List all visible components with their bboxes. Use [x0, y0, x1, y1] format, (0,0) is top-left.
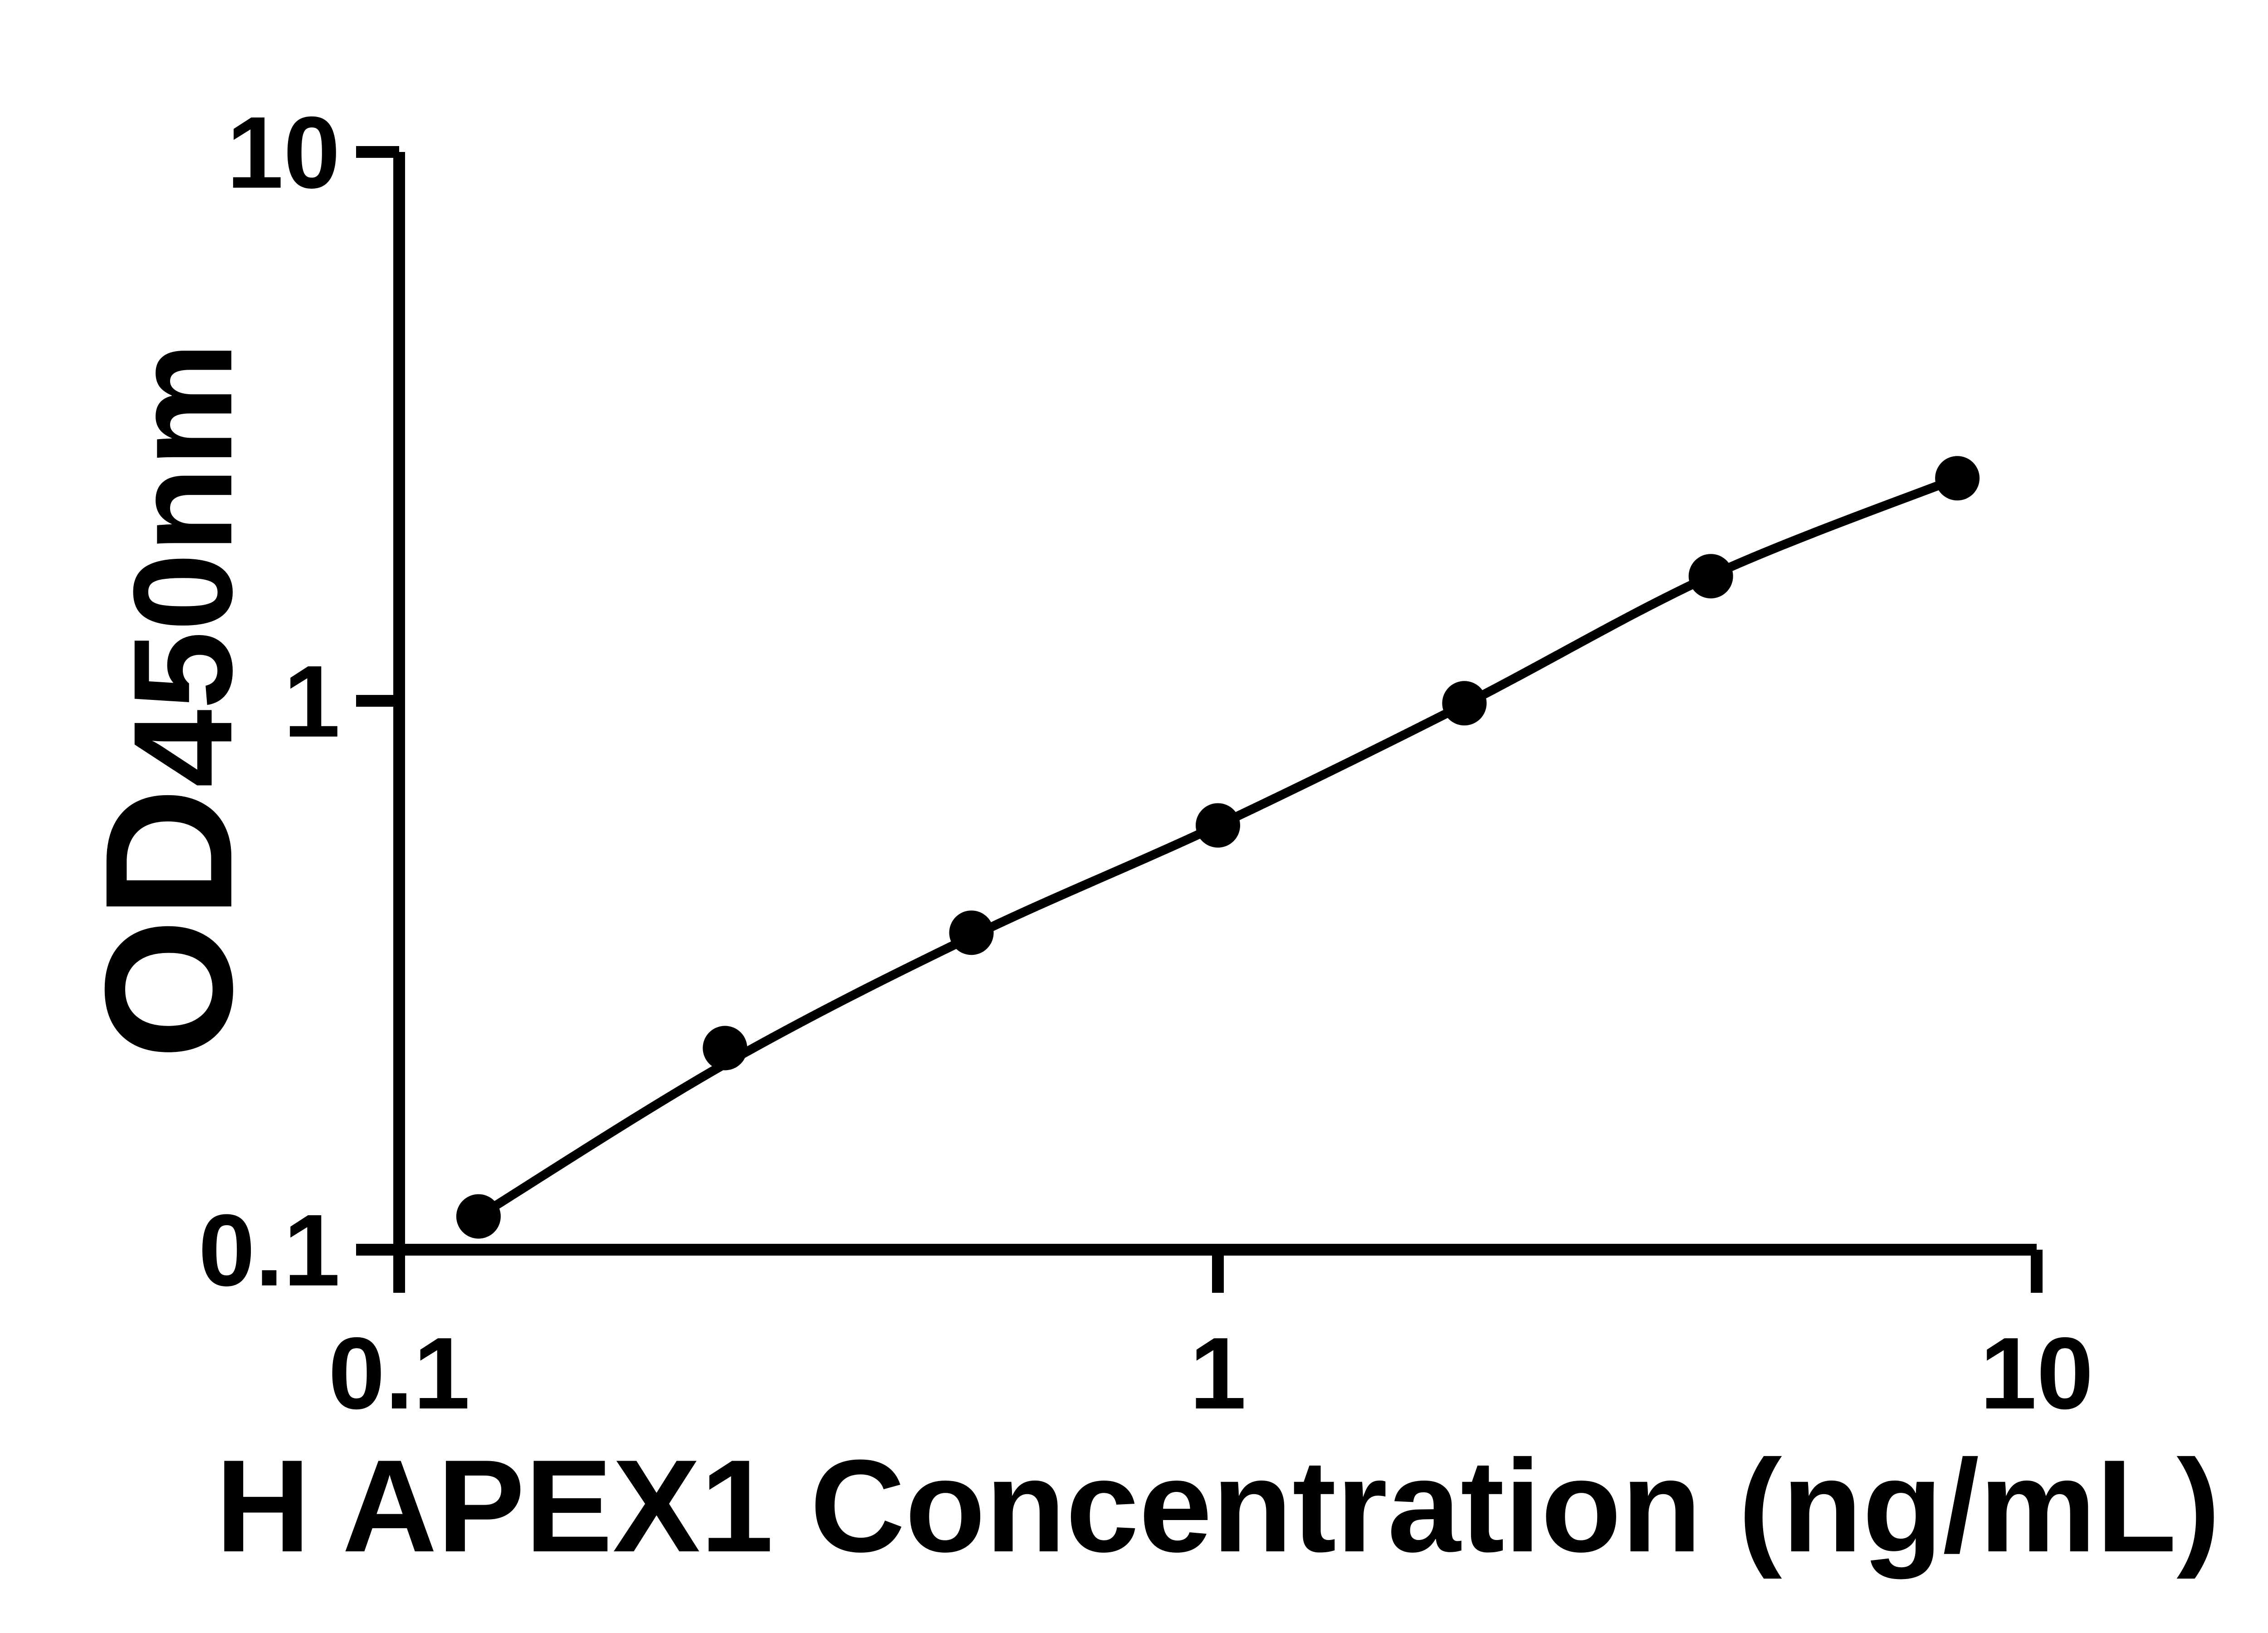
data-point-marker: [1196, 803, 1240, 848]
y-tick-label-0.1: 0.1: [198, 1193, 340, 1307]
x-tick-label-1: 1: [1189, 1316, 1246, 1430]
y-tick-label-1: 1: [284, 644, 340, 758]
x-axis-title: H APEX1 Concentration (ng/mL): [215, 1433, 2220, 1580]
data-point-marker: [949, 910, 994, 955]
data-point-marker: [1935, 456, 1980, 501]
data-point-marker: [1688, 554, 1733, 599]
y-axis-title: OD450nm: [67, 342, 270, 1060]
y-axis-title-main: OD: [67, 787, 270, 1060]
axes: [356, 146, 2043, 1293]
data-point-marker: [703, 1026, 748, 1071]
data-point-marker: [456, 1194, 501, 1239]
data-points: [456, 456, 1980, 1239]
y-tick-label-10: 10: [227, 95, 340, 210]
x-tick-label-0.1: 0.1: [328, 1316, 470, 1430]
x-tick-label-10: 10: [1980, 1316, 2093, 1430]
y-axis-title-subscript: 450nm: [104, 342, 261, 787]
data-point-marker: [1442, 681, 1487, 726]
axis-and-tick-lines: [356, 146, 2043, 1293]
